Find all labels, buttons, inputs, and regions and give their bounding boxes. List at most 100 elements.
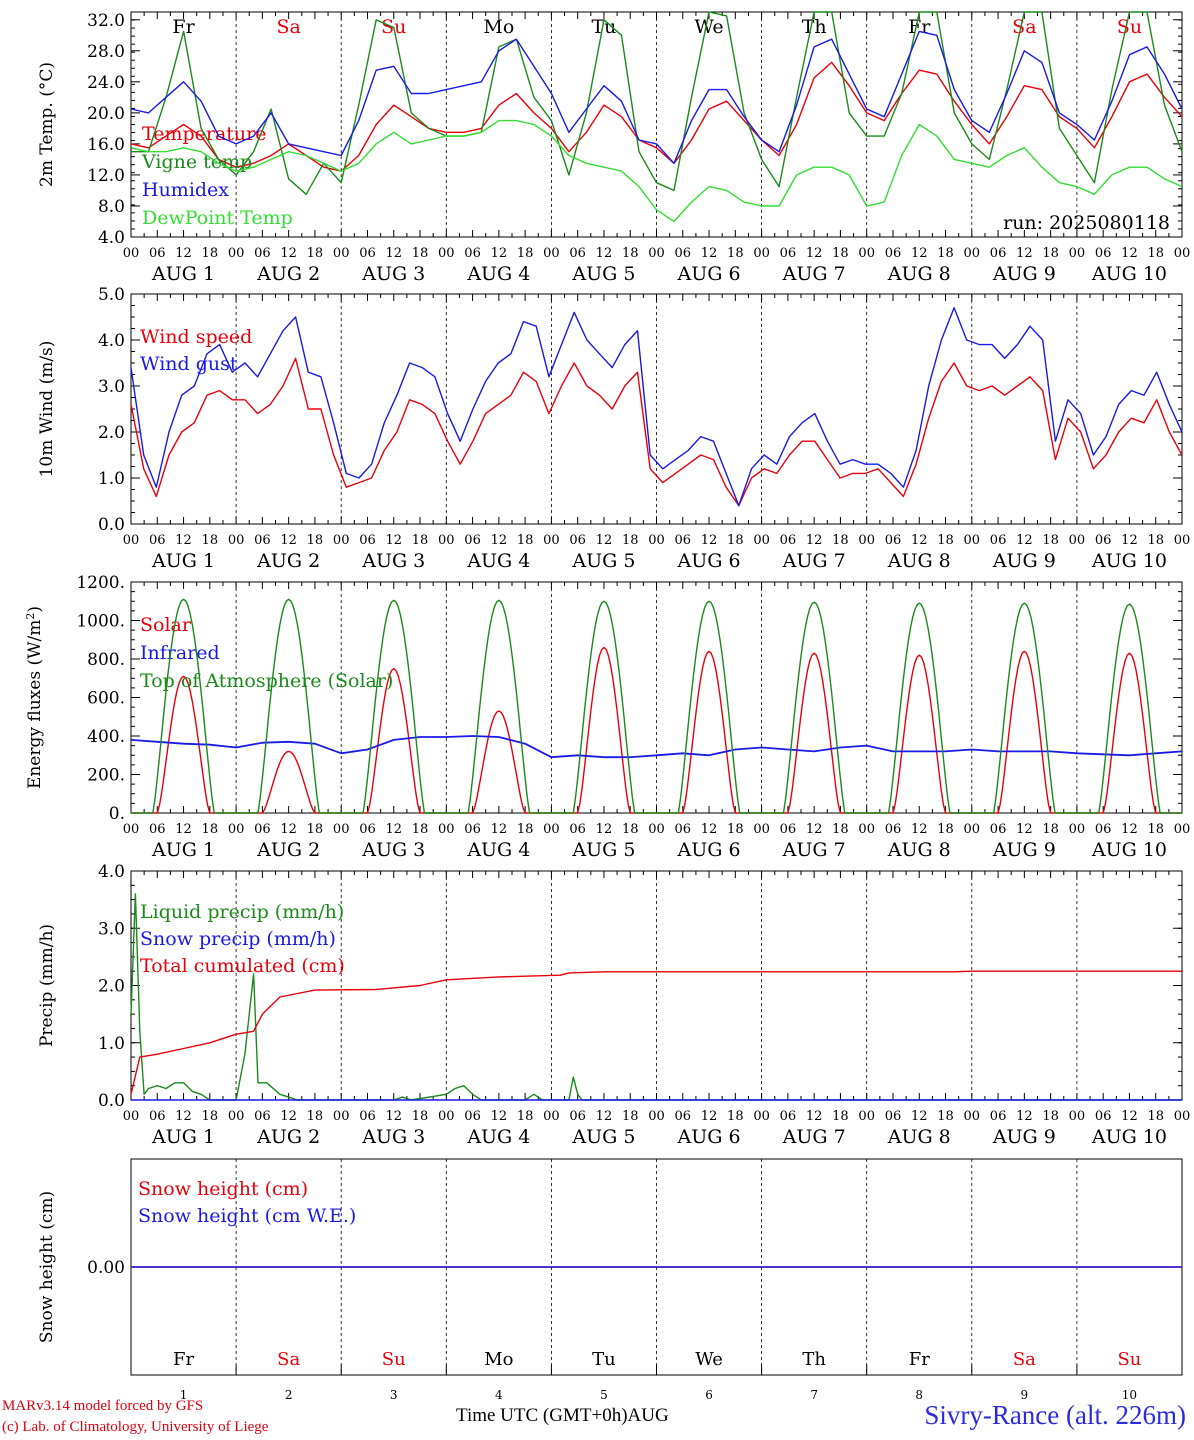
date-label: AUG 2	[256, 839, 320, 861]
date-label: AUG 2	[256, 1126, 320, 1148]
hour-tick-label: 18	[517, 1109, 534, 1124]
series-line-wind-speed	[130, 357, 1183, 507]
hour-tick-label: 12	[1016, 1109, 1033, 1124]
hour-tick-label: 06	[464, 822, 481, 837]
hour-tick-label: 18	[937, 533, 954, 548]
y-tick-label: 1.0	[98, 1034, 125, 1054]
y-tick-label: 0.00	[87, 1258, 125, 1278]
hour-tick-label: 18	[1147, 822, 1164, 837]
date-label: AUG 7	[782, 263, 846, 285]
date-label: AUG 2	[256, 263, 320, 285]
date-label: AUG 5	[571, 839, 635, 861]
day-number-label: 5	[600, 1388, 608, 1402]
hour-tick-label: 12	[385, 246, 402, 261]
hour-tick-label: 06	[149, 246, 166, 261]
date-label: AUG 2	[256, 550, 320, 572]
copyright-credit: (c) Lab. of Climatology, University of L…	[2, 1419, 269, 1435]
y-tick-label: 1200.	[76, 573, 125, 593]
date-label: AUG 6	[677, 263, 741, 285]
y-tick-label: 0.	[109, 804, 125, 824]
date-label: AUG 9	[992, 839, 1056, 861]
hour-tick-label: 06	[780, 1109, 797, 1124]
day-number-label: 2	[285, 1388, 293, 1402]
hour-tick-label: 18	[832, 1109, 849, 1124]
y-axis-title: 10m Wind (m/s)	[37, 341, 57, 478]
hour-tick-label: 06	[885, 822, 902, 837]
y-tick-label: 24.0	[87, 73, 125, 93]
hour-tick-label: 00	[858, 1109, 875, 1124]
y-tick-label: 4.0	[98, 331, 125, 351]
hour-tick-label: 00	[438, 533, 455, 548]
hour-tick-label: 00	[648, 822, 665, 837]
hour-tick-label: 18	[412, 1109, 429, 1124]
series-line-infrared	[130, 735, 1183, 759]
hour-tick-label: 00	[753, 1109, 770, 1124]
hour-tick-label: 00	[543, 822, 560, 837]
hour-tick-label: 18	[1042, 1109, 1059, 1124]
hour-tick-label: 00	[333, 822, 350, 837]
legend-entry: Solar	[140, 614, 192, 636]
hour-tick-label: 12	[491, 246, 508, 261]
hour-tick-label: 06	[675, 1109, 692, 1124]
hour-tick-label: 06	[569, 822, 586, 837]
hour-tick-label: 00	[228, 1109, 245, 1124]
series-line-dewpoint-temp	[130, 119, 1183, 223]
hour-tick-label: 12	[1121, 1109, 1138, 1124]
date-label: AUG 6	[677, 1126, 741, 1148]
date-label: AUG 3	[361, 1126, 425, 1148]
hour-tick-label: 12	[911, 246, 928, 261]
hour-tick-label: 18	[727, 246, 744, 261]
date-label: AUG 9	[992, 550, 1056, 572]
hour-tick-label: 18	[307, 533, 324, 548]
day-number-label: 1	[180, 1388, 188, 1402]
hour-tick-label: 06	[569, 1109, 586, 1124]
hour-tick-label: 06	[254, 246, 271, 261]
hour-tick-label: 06	[780, 822, 797, 837]
run-annotation: run: 2025080118	[1003, 212, 1170, 234]
hour-tick-label: 18	[832, 533, 849, 548]
hour-tick-label: 00	[123, 246, 140, 261]
hour-tick-label: 06	[254, 1109, 271, 1124]
hour-tick-label: 00	[648, 533, 665, 548]
y-tick-label: 600.	[87, 689, 125, 709]
hour-tick-label: 12	[701, 1109, 718, 1124]
hour-tick-label: 00	[333, 1109, 350, 1124]
hour-tick-label: 00	[438, 246, 455, 261]
hour-tick-label: 00	[438, 822, 455, 837]
hour-tick-label: 18	[517, 533, 534, 548]
weekday-label: Sa	[277, 1349, 300, 1370]
hour-tick-label: 06	[464, 246, 481, 261]
date-label: AUG 8	[887, 263, 951, 285]
hour-tick-label: 18	[937, 822, 954, 837]
hour-tick-label: 12	[596, 822, 613, 837]
hour-tick-label: 18	[937, 1109, 954, 1124]
hour-tick-label: 12	[1016, 533, 1033, 548]
hour-tick-label: 12	[806, 533, 823, 548]
y-tick-label: 4.0	[98, 228, 125, 248]
hour-tick-label: 18	[412, 822, 429, 837]
hour-tick-label: 00	[964, 1109, 981, 1124]
hour-tick-label: 06	[254, 822, 271, 837]
y-axis-title: Precip (mm/h)	[37, 924, 57, 1047]
weekday-label: Mo	[484, 1349, 513, 1370]
hour-tick-label: 12	[491, 822, 508, 837]
date-label: AUG 10	[1091, 839, 1167, 861]
hour-tick-label: 18	[517, 822, 534, 837]
y-tick-label: 3.0	[98, 377, 125, 397]
hour-tick-label: 18	[622, 822, 639, 837]
weekday-label: Mo	[483, 16, 514, 38]
y-tick-label: 32.0	[87, 11, 125, 31]
plot-frame-0	[130, 11, 1183, 238]
day-number-label: 6	[705, 1388, 713, 1402]
weekday-label: Sa	[276, 16, 300, 38]
date-label: AUG 4	[466, 263, 530, 285]
weekday-label: Fr	[173, 1349, 194, 1370]
y-tick-label: 20.0	[87, 104, 125, 124]
y-tick-label: 12.0	[87, 166, 125, 186]
hour-tick-label: 12	[385, 533, 402, 548]
legend-entry: Top of Atmosphere (Solar)	[140, 670, 393, 692]
hour-tick-label: 00	[858, 246, 875, 261]
hour-tick-label: 18	[727, 822, 744, 837]
station-name: Sivry-Rance (alt. 226m)	[924, 1400, 1186, 1430]
series-line-humidex	[130, 30, 1183, 164]
